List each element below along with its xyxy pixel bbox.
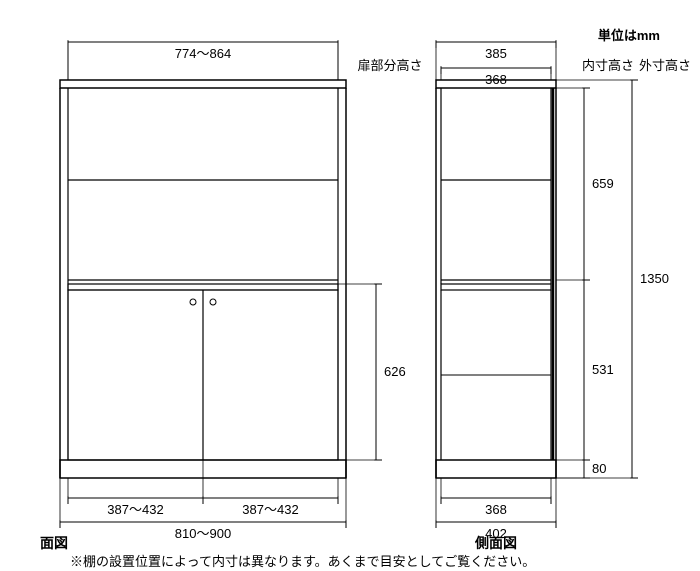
footnote: ※棚の設置位置によって内寸は異なります。あくまで目安としてご覧ください。 xyxy=(70,554,535,569)
inner-height-header: 内寸高さ xyxy=(582,58,634,73)
side-bottom-inner-dim: 368 xyxy=(485,502,507,517)
unit-label: 単位はmm xyxy=(598,28,660,43)
front-bottom-full-dim: 810～900 xyxy=(175,526,231,541)
door-height-dim: 626 xyxy=(384,364,406,379)
outer-height-header: 外寸高さ xyxy=(639,58,691,73)
side-inner-upper-dim: 659 xyxy=(592,176,614,191)
door-height-header: 扉部分高さ xyxy=(357,58,422,73)
side-outer-height-dim: 1350 xyxy=(640,271,669,286)
side-top-dim-outer: 385 xyxy=(485,46,507,61)
front-bottom-left-dim: 387～432 xyxy=(107,502,163,517)
front-top-dim: 774～864 xyxy=(175,46,231,61)
front-bottom-right-dim: 387～432 xyxy=(242,502,298,517)
front-view-label: 面図 xyxy=(40,535,68,551)
side-inner-lower-dim: 531 xyxy=(592,362,614,377)
side-view-label: 側面図 xyxy=(474,535,517,551)
side-inner-base-dim: 80 xyxy=(592,461,606,476)
